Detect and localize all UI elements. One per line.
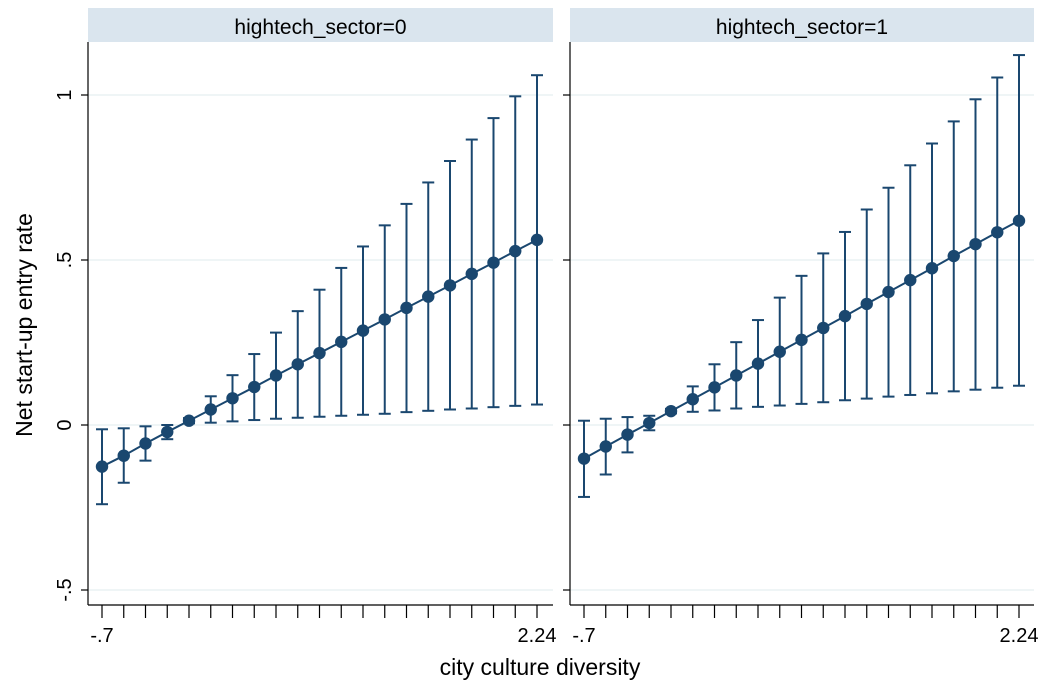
- data-point: [139, 437, 152, 450]
- y-tick-label: 0: [54, 419, 76, 430]
- data-point: [1012, 214, 1026, 227]
- data-point: [378, 313, 391, 326]
- data-point: [443, 279, 457, 292]
- data-point: [487, 256, 500, 269]
- data-point: [708, 381, 721, 394]
- data-point: [664, 404, 678, 418]
- panel-title-strip: [88, 8, 553, 42]
- y-tick-label: 1: [54, 89, 76, 100]
- x-tick-label: 2.24: [518, 625, 557, 647]
- data-point: [882, 285, 895, 299]
- y-axis-title: Net start-up entry rate: [11, 213, 37, 437]
- data-point: [730, 369, 743, 382]
- y-tick-label: .5: [54, 252, 76, 269]
- x-tick-label: -.7: [90, 625, 113, 647]
- data-point: [226, 392, 239, 405]
- panel-0: hightech_sector=0 -.5 0 .5 1 -.7 2.24: [54, 8, 556, 647]
- data-point: [925, 262, 939, 275]
- data-point: [356, 324, 370, 337]
- data-point: [991, 226, 1004, 239]
- panel-title: hightech_sector=1: [716, 16, 888, 39]
- y-tick-label: -.5: [54, 578, 76, 601]
- data-point: [947, 249, 960, 263]
- data-point: [182, 414, 196, 427]
- data-point: [400, 301, 413, 315]
- data-point: [204, 403, 217, 416]
- data-point: [751, 357, 765, 370]
- x-tick-label: 2.24: [1000, 625, 1039, 647]
- data-point: [248, 380, 261, 394]
- data-point: [969, 237, 982, 251]
- data-point: [773, 345, 786, 358]
- data-point: [904, 273, 917, 287]
- data-point: [577, 452, 591, 465]
- data-point: [291, 358, 304, 371]
- x-tick-label: -.7: [572, 625, 595, 647]
- data-point: [95, 460, 109, 473]
- data-point: [313, 346, 326, 360]
- data-point: [686, 393, 699, 406]
- data-point: [838, 309, 852, 323]
- panel-title-strip: [570, 8, 1034, 42]
- data-point: [530, 233, 544, 247]
- data-point: [269, 369, 283, 382]
- data-point: [422, 290, 435, 303]
- data-point: [599, 440, 612, 453]
- panel-1: hightech_sector=1 -.7 2.24: [563, 8, 1038, 647]
- data-point: [795, 333, 808, 347]
- panel-title: hightech_sector=0: [234, 16, 406, 39]
- data-point: [161, 425, 174, 439]
- data-point: [643, 416, 656, 430]
- data-point: [117, 449, 130, 462]
- data-point: [621, 428, 634, 441]
- data-point: [509, 244, 522, 258]
- data-point: [465, 267, 478, 281]
- data-point: [860, 297, 873, 311]
- x-axis-title: city culture diversity: [440, 654, 641, 680]
- data-point: [817, 321, 830, 335]
- data-point: [335, 335, 348, 349]
